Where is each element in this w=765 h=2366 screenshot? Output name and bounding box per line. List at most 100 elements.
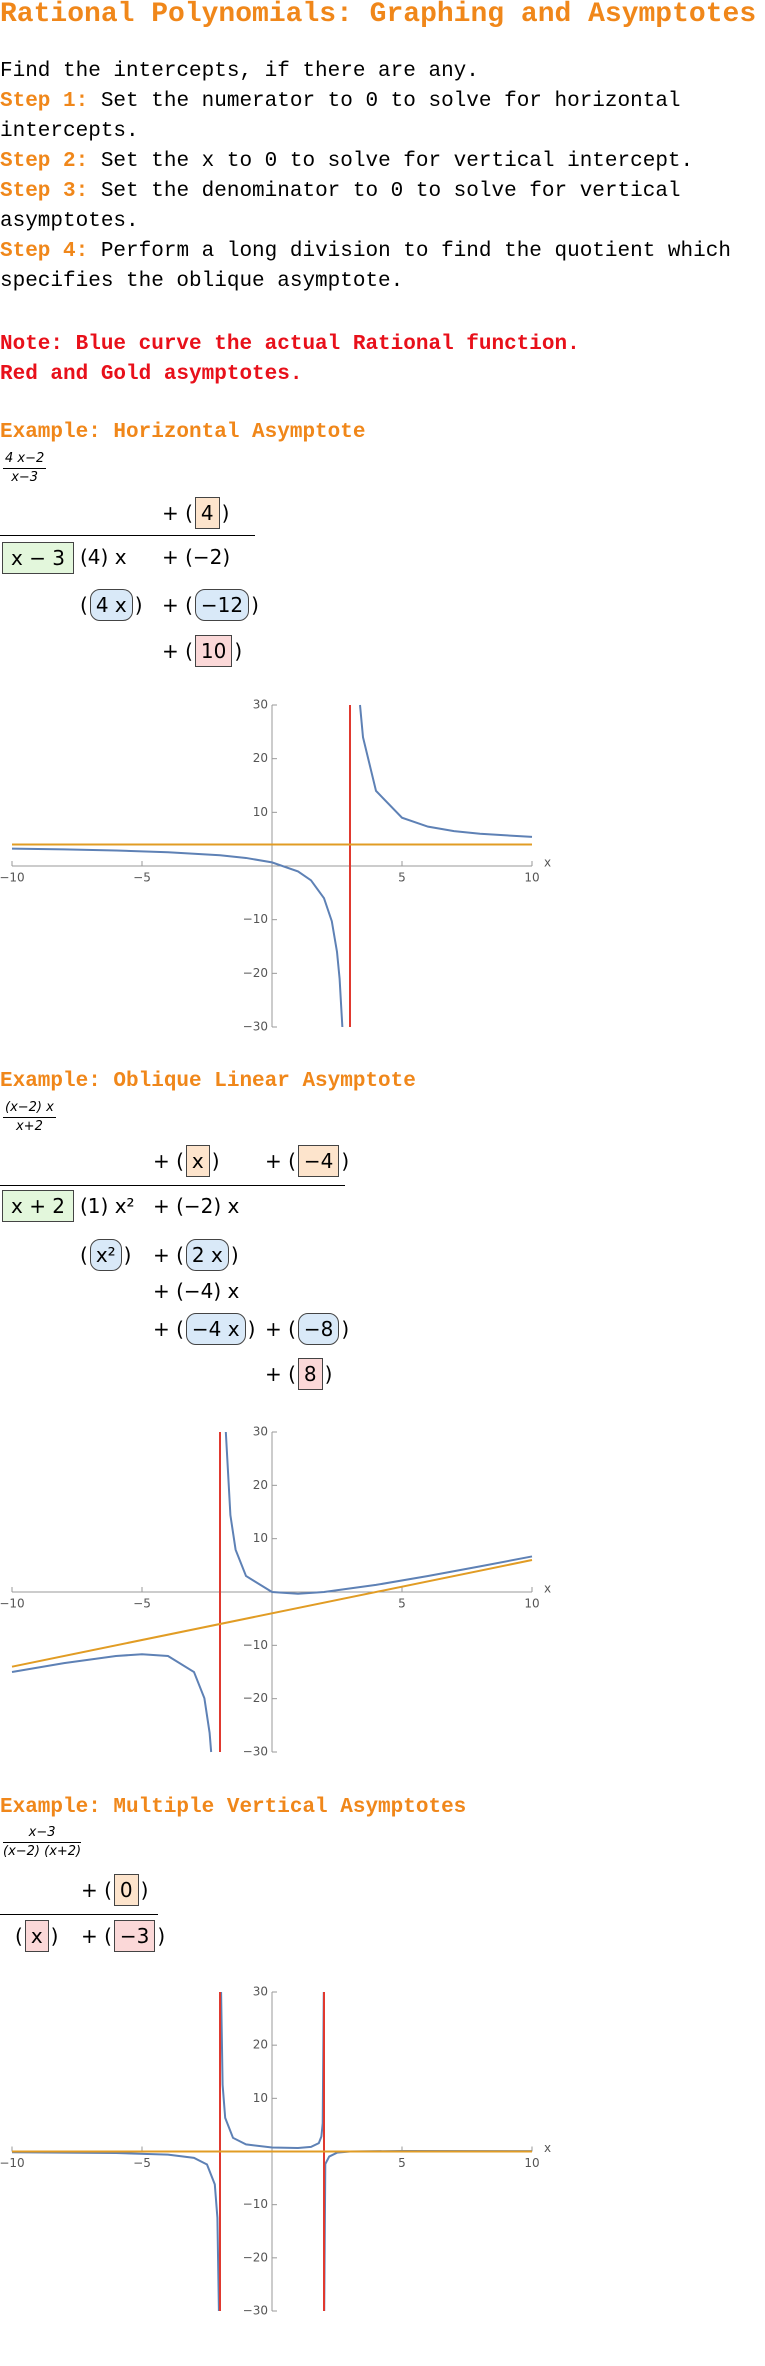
step: Step 3: Set the denominator to 0 to solv… — [0, 177, 765, 237]
term-box: 2 x — [185, 1239, 229, 1271]
y-tick-label: 30 — [253, 698, 268, 712]
y-tick-label: 20 — [253, 751, 268, 765]
term-box: −3 — [113, 1920, 156, 1952]
y-tick-label: −20 — [243, 1691, 268, 1705]
intro-line: Find the intercepts, if there are any. — [0, 60, 479, 83]
formula: (x−2) x x+2 — [3, 1099, 56, 1136]
term-text: (1) x² — [80, 1194, 135, 1218]
x-tick-label: 5 — [398, 1597, 406, 1611]
step-label: Step 1: — [0, 90, 89, 113]
term-box: x² — [89, 1239, 122, 1271]
term-text: + ( — [81, 1878, 112, 1902]
division-term: + (x) — [153, 1144, 220, 1178]
series-line — [11, 1431, 533, 1753]
instructions: Find the intercepts, if there are any. S… — [0, 57, 765, 297]
term-box: 4 x — [89, 589, 133, 621]
division-term: (x) — [15, 1919, 58, 1953]
step-label: Step 4: — [0, 240, 89, 263]
y-tick-label: 10 — [253, 805, 268, 819]
y-tick-label: 20 — [253, 1478, 268, 1492]
term-text: + (−2) — [162, 545, 231, 569]
term-text: + ( — [153, 1149, 184, 1173]
numerator: 4 x−2 — [3, 450, 47, 469]
example-heading: Example: Oblique Linear Asymptote — [0, 1070, 416, 1093]
term-text: + ( — [162, 639, 193, 663]
y-tick-label: −10 — [243, 1638, 268, 1652]
x-tick-label: −10 — [0, 2156, 25, 2170]
term-box: −12 — [194, 589, 250, 621]
division-term: (x²) — [80, 1238, 131, 1272]
formula: 4 x−2 x−3 — [3, 450, 47, 487]
step-label: Step 3: — [0, 180, 89, 203]
y-tick-label: −20 — [243, 966, 268, 980]
division-rule — [0, 535, 255, 536]
term-text: ( — [80, 1243, 88, 1267]
term-text: ) — [341, 1149, 350, 1173]
term-box: 0 — [113, 1874, 139, 1906]
division-term: + (−12) — [162, 588, 259, 622]
note: Note: Blue curve the actual Rational fun… — [0, 333, 580, 356]
term-box: x — [24, 1920, 49, 1952]
term-text: + ( — [162, 501, 193, 525]
numerator: (x−2) x — [3, 1099, 56, 1118]
step: Step 2: Set the x to 0 to solve for vert… — [0, 147, 765, 177]
term-text: + ( — [81, 1924, 112, 1948]
y-tick-label: 30 — [253, 1425, 268, 1439]
formula: x−3 (x−2) (x+2) — [3, 1824, 82, 1861]
y-tick-label: −20 — [243, 2250, 268, 2264]
division-term: + (−2) x — [153, 1189, 239, 1223]
step-label: Step 2: — [0, 150, 89, 173]
step-text: Perform a long division to find the quot… — [0, 240, 731, 293]
denominator: x+2 — [15, 1119, 43, 1134]
division-term: + (8) — [265, 1357, 332, 1391]
term-box: 4 — [194, 497, 220, 529]
term-text: ) — [230, 1243, 239, 1267]
term-text: + ( — [153, 1243, 184, 1267]
x-tick-label: 10 — [524, 1597, 539, 1611]
y-tick-label: 30 — [253, 1985, 268, 1999]
division-term: + (−3) — [81, 1919, 165, 1953]
term-text: ( — [80, 593, 88, 617]
step: Step 4: Perform a long division to find … — [0, 237, 765, 297]
series-line — [11, 704, 533, 1028]
notes: Note: Blue curve the actual Rational fun… — [0, 330, 765, 390]
division-term: (4) x — [80, 540, 127, 574]
term-text: + (−2) x — [153, 1194, 240, 1218]
division-term: x + 2 — [0, 1189, 76, 1223]
term-text: + ( — [265, 1362, 296, 1386]
division-term: + (−4 x) — [153, 1312, 255, 1346]
term-box: −4 — [297, 1145, 340, 1177]
step-text: Set the denominator to 0 to solve for ve… — [0, 180, 681, 233]
x-axis-label: x — [544, 856, 551, 870]
x-tick-label: 5 — [398, 2156, 406, 2170]
division-rule — [0, 1185, 345, 1186]
division-term: + (10) — [162, 634, 242, 668]
denominator: x−3 — [11, 470, 39, 485]
term-text: + ( — [265, 1149, 296, 1173]
example-heading: Example: Horizontal Asymptote — [0, 421, 366, 444]
x-tick-label: 5 — [398, 871, 406, 885]
division-term: + (−4) — [265, 1144, 349, 1178]
step-text: Set the numerator to 0 to solve for hori… — [0, 90, 681, 143]
y-tick-label: 10 — [253, 2091, 268, 2105]
x-tick-label: −5 — [133, 871, 151, 885]
x-tick-label: −5 — [133, 2156, 151, 2170]
term-text: ) — [157, 1924, 166, 1948]
term-box: x — [185, 1145, 210, 1177]
term-text: ) — [251, 593, 259, 617]
term-text: ) — [140, 1878, 149, 1902]
division-term: + (4) — [162, 496, 229, 530]
y-tick-label: 20 — [253, 2038, 268, 2052]
x-axis-label: x — [544, 1582, 551, 1596]
division-rule — [0, 1914, 158, 1915]
division-term: (1) x² — [80, 1189, 135, 1223]
x-tick-label: 10 — [524, 2156, 539, 2170]
division-term: + (0) — [81, 1873, 148, 1907]
step: Step 1: Set the numerator to 0 to solve … — [0, 87, 765, 147]
division-term: x − 3 — [0, 541, 76, 575]
term-text: ) — [123, 1243, 132, 1267]
term-text: ( — [15, 1924, 23, 1948]
page-title: Rational Polynomials: Graphing and Asymp… — [0, 0, 757, 30]
